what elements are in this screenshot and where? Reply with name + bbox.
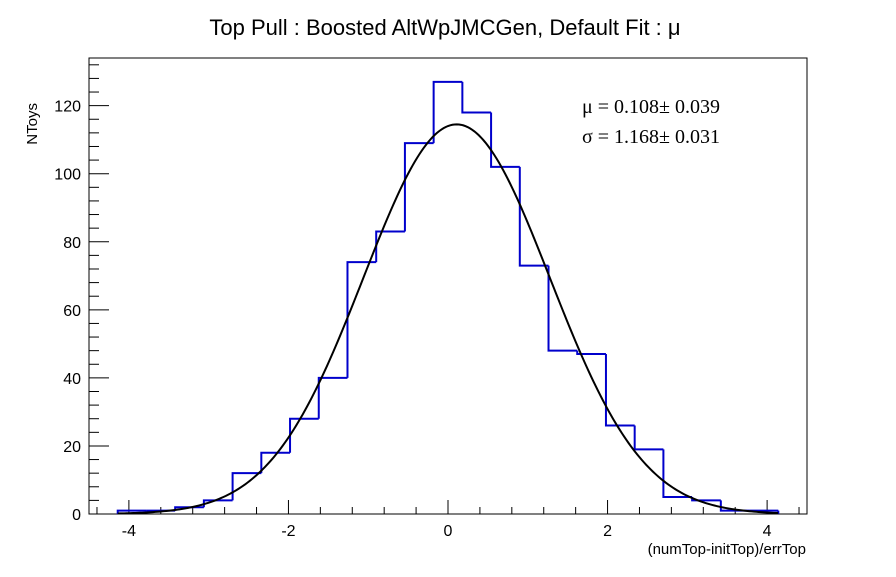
histogram-bin: [490, 112, 520, 168]
y-tick-label: 0: [72, 507, 81, 524]
y-tick-label: 100: [54, 167, 81, 184]
histogram-bin: [317, 376, 348, 419]
x-tick-label: 0: [444, 523, 453, 540]
histogram-bin: [604, 354, 635, 427]
x-tick-label: -2: [281, 523, 295, 540]
histogram-bin: [432, 80, 463, 144]
histogram-bin: [633, 425, 664, 451]
x-tick-label: 2: [603, 523, 612, 540]
histogram-bin: [518, 166, 549, 267]
y-tick-label: 40: [63, 371, 81, 388]
axes: 0 20 40 60 80 100 120 -4 -2 0 2 4: [54, 64, 800, 540]
y-tick-label: 20: [63, 439, 81, 456]
fit-sigma-label: σ = 1.168± 0.031: [582, 126, 720, 148]
x-tick-label: 4: [763, 523, 772, 540]
histogram-bin: [576, 350, 606, 356]
histogram-bin: [461, 81, 492, 114]
y-tick-label: 60: [63, 303, 81, 320]
histogram-bin: [547, 265, 578, 352]
histogram-bin: [289, 417, 319, 453]
fit-stats-box: μ = 0.108± 0.039 σ = 1.168± 0.031: [582, 96, 720, 148]
y-axis-title: NToys: [24, 103, 41, 145]
histogram-bin: [403, 142, 434, 232]
x-tick-label: -4: [122, 523, 136, 540]
fit-mean-label: μ = 0.108± 0.039: [582, 96, 720, 118]
histogram-bin: [346, 261, 377, 378]
histogram-bin: [662, 449, 693, 498]
histogram-bin: [231, 472, 262, 501]
histogram-bin: [375, 230, 405, 263]
x-axis-title: (numTop-initTop)/errTop: [648, 541, 806, 558]
chart-title: Top Pull : Boosted AltWpJMCGen, Default …: [209, 15, 680, 40]
y-tick-label: 120: [54, 99, 81, 116]
histogram-bin: [260, 451, 291, 474]
y-tick-label: 80: [63, 235, 81, 252]
gaussian-fit-series: [117, 123, 779, 515]
gaussian-fit-line: [117, 123, 779, 515]
